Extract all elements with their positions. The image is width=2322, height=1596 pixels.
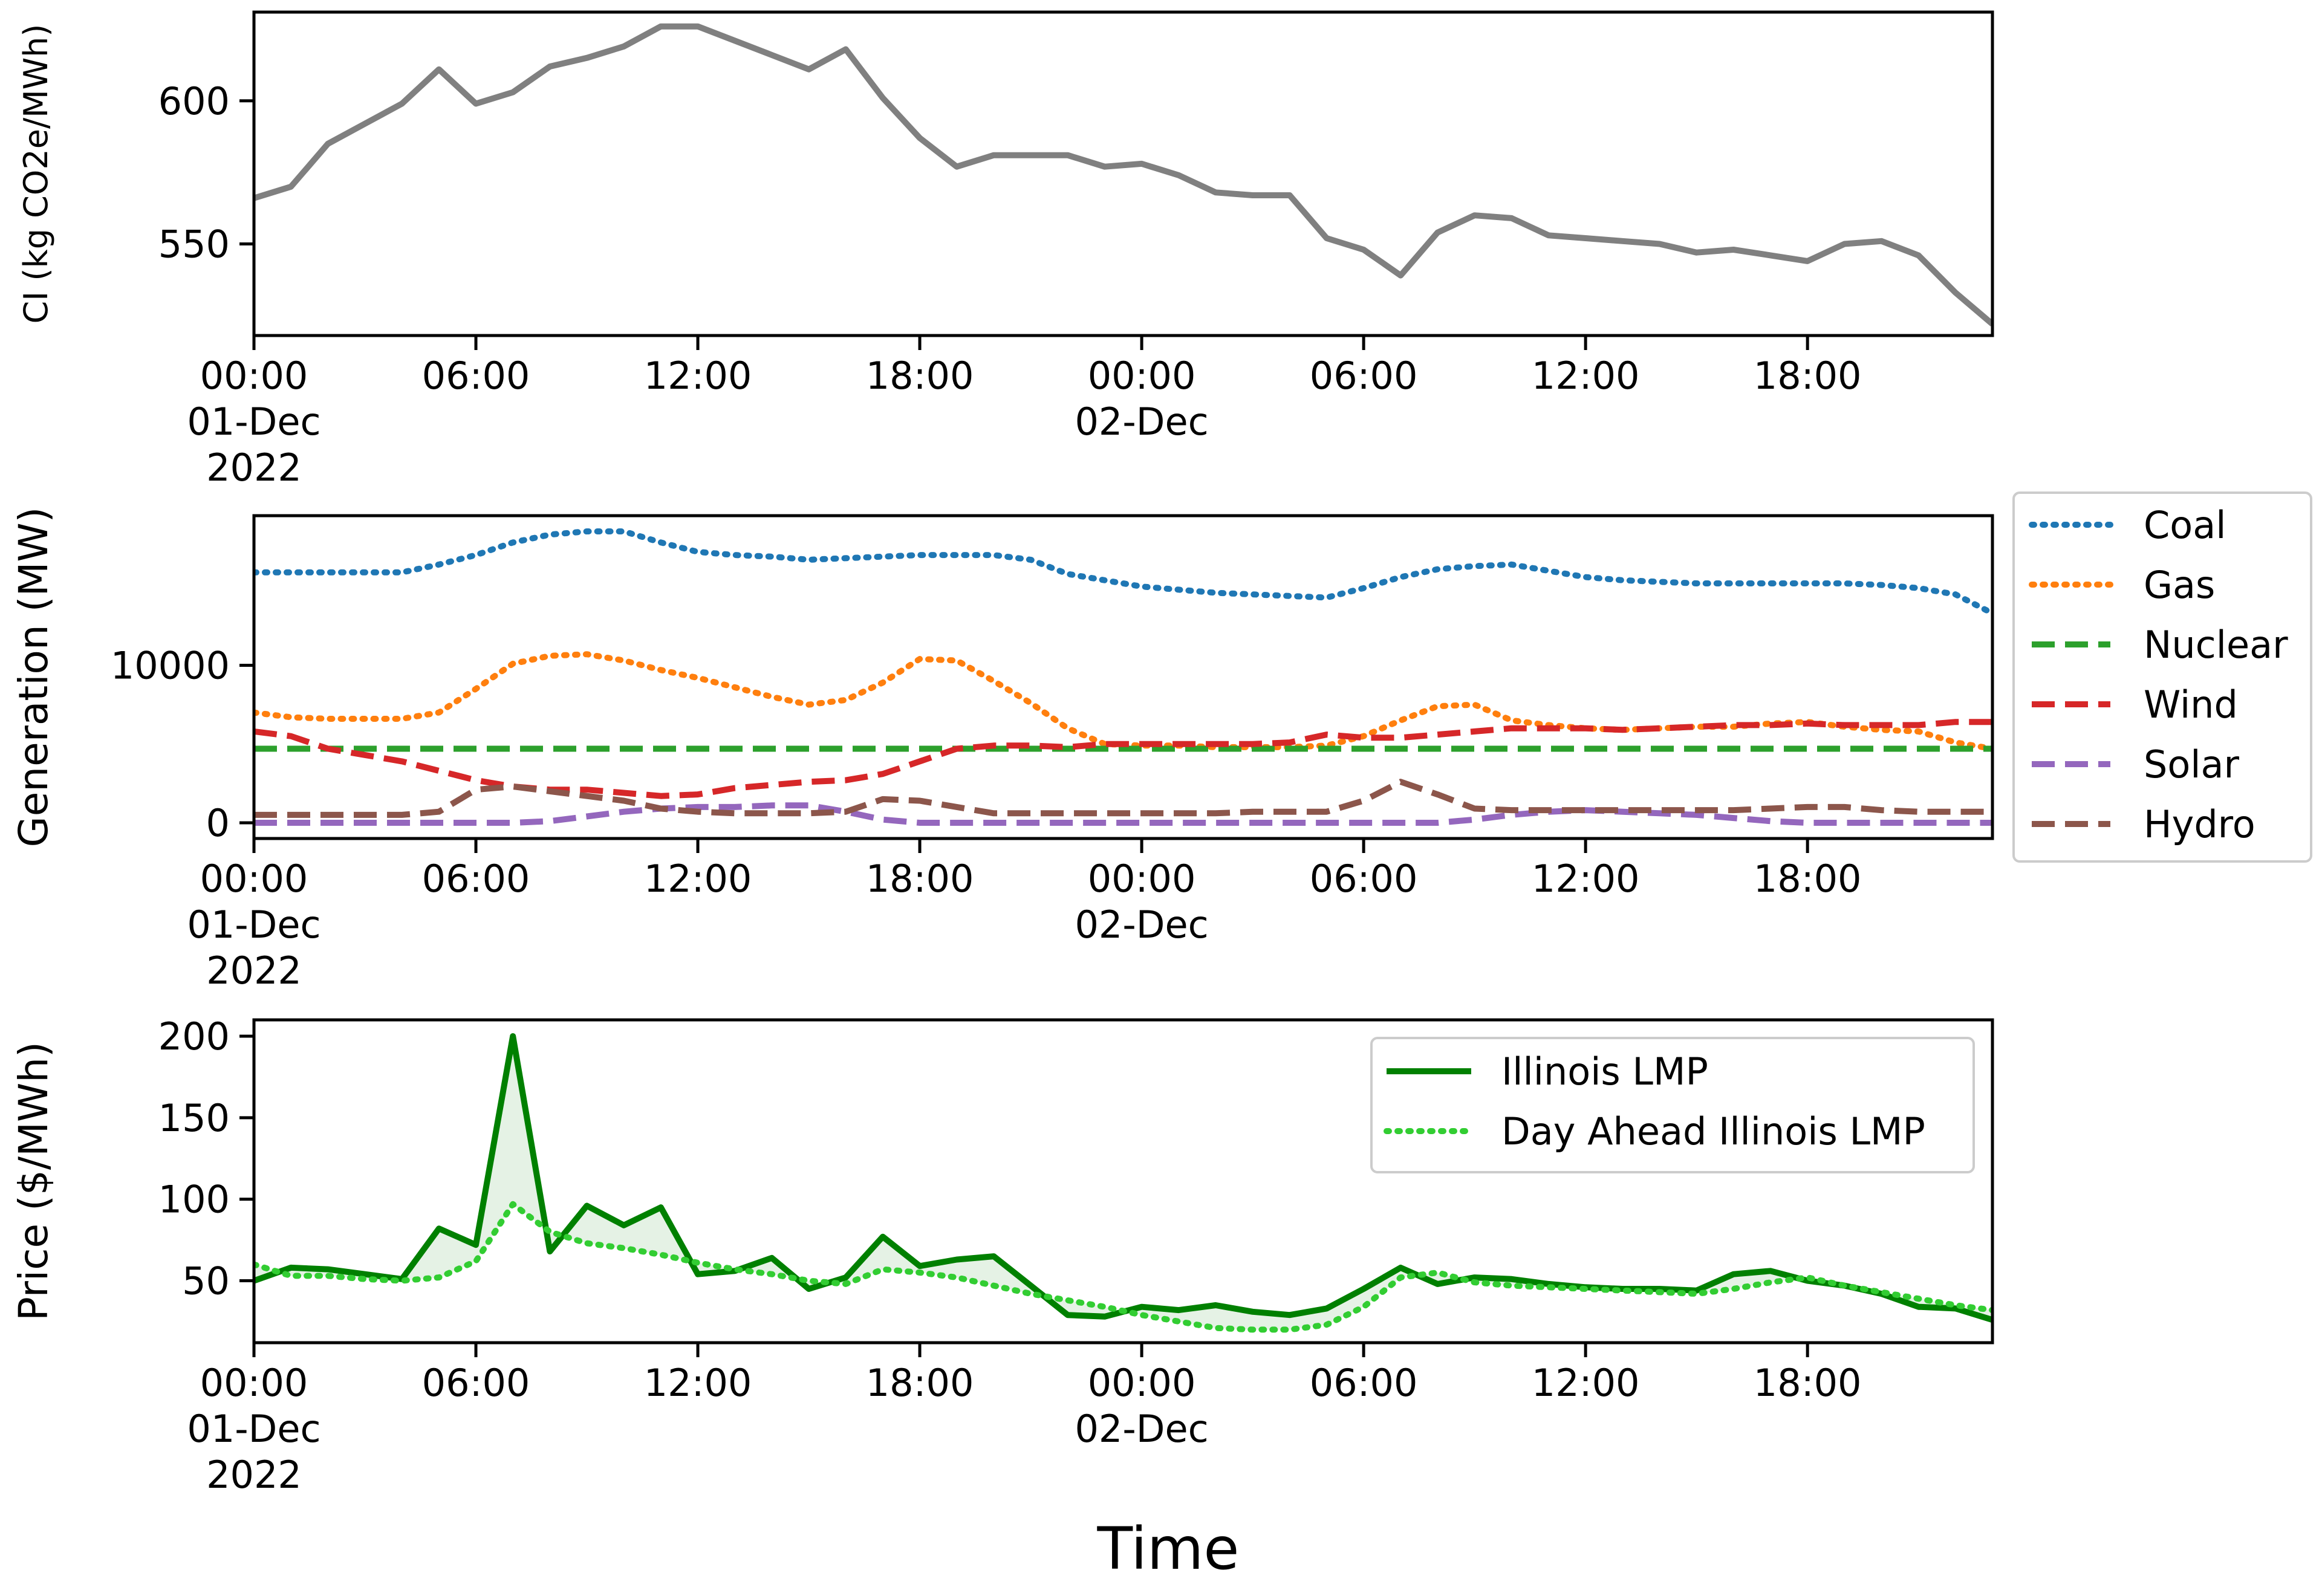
x-tick-label: 06:00 bbox=[422, 857, 530, 901]
x-tick-label: 12:00 bbox=[1532, 857, 1640, 901]
x-tick-label: 18:00 bbox=[866, 354, 974, 398]
hydro-series-line bbox=[254, 779, 1992, 818]
y-tick-label: 200 bbox=[158, 1014, 230, 1059]
x-tick-label: 18:00 bbox=[1754, 1361, 1862, 1405]
legend-label: Solar bbox=[2144, 742, 2240, 787]
x-tick-label: 06:00 bbox=[1310, 857, 1418, 901]
x-tick-label-year: 2022 bbox=[206, 1453, 302, 1497]
legend-label: Gas bbox=[2144, 563, 2215, 607]
ci-series-line bbox=[254, 23, 1992, 326]
wind-series-line bbox=[254, 719, 1992, 799]
legend-label: Day Ahead Illinois LMP bbox=[1501, 1109, 1925, 1153]
legend-label: Nuclear bbox=[2144, 623, 2288, 667]
x-axis-title: Time bbox=[1097, 1515, 1240, 1583]
x-tick-label: 18:00 bbox=[866, 1361, 974, 1405]
axes-frame bbox=[252, 514, 1994, 840]
x-tick-label: 12:00 bbox=[644, 354, 752, 398]
generation-legend: Coal Gas Nuclear Wind Solar Hydro bbox=[2012, 491, 2312, 863]
x-tick-label-date: 02-Dec bbox=[1075, 400, 1208, 444]
legend-label: Wind bbox=[2144, 683, 2238, 727]
y-tick-label: 550 bbox=[158, 222, 230, 266]
x-tick-label: 06:00 bbox=[1310, 1361, 1418, 1405]
x-tick-label: 00:00 bbox=[1088, 1361, 1196, 1405]
y-axis-label: Price ($/MWh) bbox=[10, 1042, 57, 1321]
x-tick-label-year: 2022 bbox=[206, 446, 302, 490]
coal-series-line bbox=[254, 528, 1992, 617]
x-tick-label: 18:00 bbox=[866, 857, 974, 901]
x-tick-label: 18:00 bbox=[1754, 857, 1862, 901]
x-tick-label: 00:00 bbox=[200, 857, 308, 901]
x-tick-label-date: 01-Dec bbox=[187, 400, 320, 444]
x-tick-label: 12:00 bbox=[644, 857, 752, 901]
x-tick-label: 00:00 bbox=[1088, 354, 1196, 398]
x-tick-label: 00:00 bbox=[200, 354, 308, 398]
x-tick-label: 06:00 bbox=[1310, 354, 1418, 398]
x-tick-label: 12:00 bbox=[644, 1361, 752, 1405]
x-tick-label: 12:00 bbox=[1532, 354, 1640, 398]
x-tick-label: 06:00 bbox=[422, 1361, 530, 1405]
x-tick-label-year: 2022 bbox=[206, 949, 302, 993]
x-tick-label: 00:00 bbox=[1088, 857, 1196, 901]
y-axis-label: CI (kg CO2e/MWh) bbox=[17, 24, 55, 324]
price-legend: Illinois LMP Day Ahead Illinois LMP bbox=[1370, 1037, 1975, 1173]
y-tick-label: 100 bbox=[158, 1178, 230, 1222]
gas-series-line bbox=[254, 651, 1992, 752]
axes-frame bbox=[252, 10, 1994, 337]
x-tick-label: 00:00 bbox=[200, 1361, 308, 1405]
x-tick-label: 18:00 bbox=[1754, 354, 1862, 398]
solar-series-line bbox=[254, 802, 1992, 826]
axes-frame bbox=[252, 1018, 1994, 1345]
legend-frame bbox=[1370, 1037, 1975, 1173]
x-tick-label: 06:00 bbox=[422, 354, 530, 398]
x-tick-label-date: 02-Dec bbox=[1075, 1407, 1208, 1451]
y-tick-label: 0 bbox=[206, 801, 230, 845]
legend-label: Illinois LMP bbox=[1501, 1049, 1708, 1094]
y-tick-label: 10000 bbox=[111, 643, 230, 687]
y-tick-label: 50 bbox=[182, 1259, 230, 1303]
y-tick-label: 150 bbox=[158, 1096, 230, 1140]
x-tick-label: 12:00 bbox=[1532, 1361, 1640, 1405]
y-axis-label: Generation (MW) bbox=[10, 507, 57, 848]
day-ahead-illinois-lmp-series-line bbox=[254, 1201, 1992, 1333]
x-tick-label-date: 01-Dec bbox=[187, 903, 320, 947]
x-tick-label-date: 02-Dec bbox=[1075, 903, 1208, 947]
legend-label: Hydro bbox=[2144, 802, 2255, 846]
y-tick-label: 600 bbox=[158, 79, 230, 123]
legend-label: Coal bbox=[2144, 503, 2226, 547]
x-tick-label-date: 01-Dec bbox=[187, 1407, 320, 1451]
